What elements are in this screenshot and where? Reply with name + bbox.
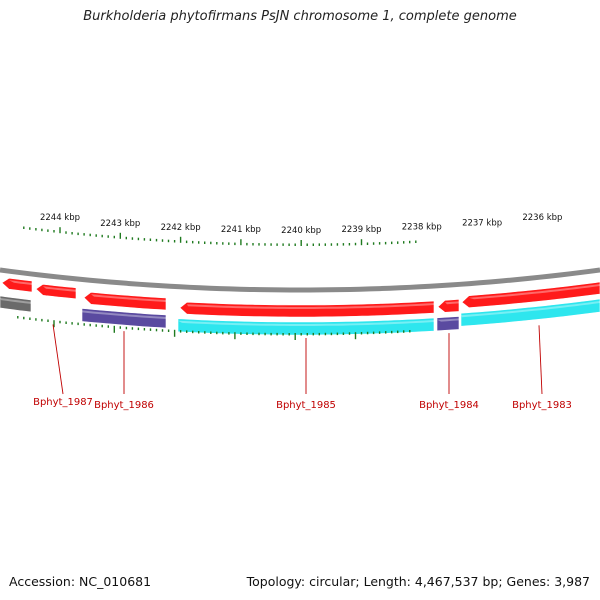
ruler-label: 2237 kbp <box>462 219 502 229</box>
callout-line <box>538 325 543 395</box>
ruler-label: 2244 kbp <box>40 213 80 223</box>
cds-reverse-cyan-2 <box>460 298 600 327</box>
cds-reverse-cyan-2-highlight <box>461 301 600 318</box>
cds-reverse-purple-2-highlight <box>437 318 459 322</box>
ruler-label: 2240 kbp <box>281 226 321 236</box>
ruler-labels: 2244 kbp 2243 kbp 2242 kbp 2241 kbp 2240 kbp… <box>40 213 562 236</box>
cds-forward-2-highlight <box>43 286 76 292</box>
cds-forward-1-highlight <box>9 280 32 285</box>
genome-summary-text: Topology: circular; Length: 4,467,537 bp… <box>246 574 590 589</box>
cds-reverse-grey-highlight <box>0 298 31 304</box>
ruler-label: 2242 kbp <box>161 223 201 233</box>
map-title: Burkholderia phytofirmans PsJN chromosom… <box>83 9 517 24</box>
cds-forward-2 <box>35 283 77 300</box>
gene-label: Bphyt_1985 <box>276 400 336 411</box>
cds-forward-1 <box>1 277 33 293</box>
ruler-label: 2238 kbp <box>402 223 442 233</box>
gene-label: Bphyt_1983 <box>512 400 572 411</box>
gene-label: Bphyt_1984 <box>419 400 479 411</box>
cds-forward-3-highlight <box>91 294 166 302</box>
cds-reverse-grey <box>0 295 32 313</box>
cds-reverse-cyan-1-highlight <box>178 320 434 326</box>
ruler-label: 2243 kbp <box>100 219 140 229</box>
cds-forward-6-highlight <box>469 284 600 300</box>
ruler-label: 2239 kbp <box>341 225 381 235</box>
cds-reverse-purple <box>81 308 167 329</box>
cds-forward-6 <box>461 281 600 309</box>
cds-reverse-cyan-1 <box>177 317 435 336</box>
lower-tick-ruler <box>17 316 411 340</box>
ruler-label: 2236 kbp <box>522 213 562 223</box>
callout-line <box>52 324 64 395</box>
cds-forward-4 <box>179 300 435 318</box>
cds-forward-5 <box>437 299 460 313</box>
chromosome-backbone <box>0 267 600 293</box>
gene-label: Bphyt_1987 <box>33 397 93 408</box>
accession-text: Accession: NC_010681 <box>9 574 152 589</box>
gene-label: Bphyt_1986 <box>94 400 154 411</box>
gene-features <box>0 277 600 336</box>
cds-forward-4-highlight <box>187 303 434 309</box>
cds-reverse-purple-2 <box>436 316 460 332</box>
ruler-label: 2241 kbp <box>221 225 261 235</box>
gene-callouts: Bphyt_1987 Bphyt_1986 Bphyt_1985 Bphyt_1984… <box>33 324 572 411</box>
cds-forward-5-highlight <box>445 301 459 305</box>
cds-forward-3 <box>83 291 167 311</box>
cds-reverse-purple-highlight <box>82 310 166 319</box>
upper-tick-ruler <box>23 226 417 246</box>
